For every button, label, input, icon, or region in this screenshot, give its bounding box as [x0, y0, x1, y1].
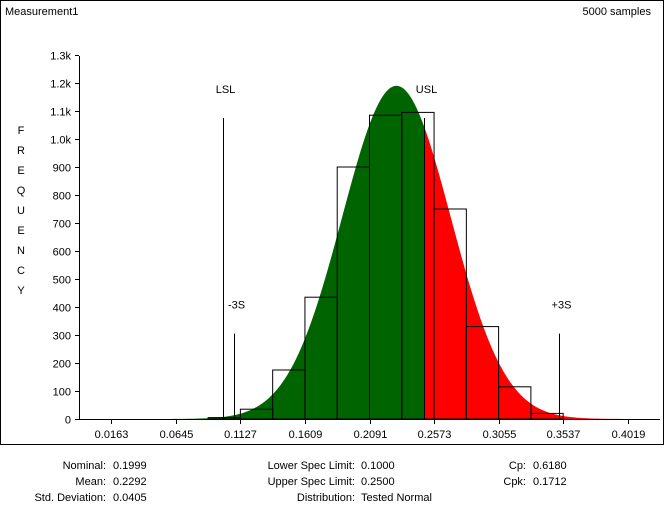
x-tick-label: 0.4019: [612, 429, 646, 441]
sample-count: 5000 samples: [583, 6, 652, 18]
distribution-value: Tested Normal: [361, 492, 432, 504]
usl-label: Upper Spec Limit:: [267, 476, 355, 488]
reference-line-label: LSL: [216, 84, 236, 96]
axes: 0 100 200 300 400 500 600 700 800 900 1.0k 1.1k 1.2k…: [50, 51, 660, 441]
y-tick-label: 400: [53, 303, 71, 315]
cpk-value: 0.1712: [533, 476, 567, 488]
curve-area-in-spec: [105, 85, 425, 420]
curve-area-out-of-spec: [424, 126, 655, 419]
statistics-panel: Nominal: 0.1999 Lower Spec Limit: 0.1000…: [0, 445, 664, 509]
reference-lines: LSL USL -3S +3S: [216, 84, 572, 419]
nominal-label: Nominal:: [62, 460, 106, 472]
lsl-label: Lower Spec Limit:: [267, 460, 355, 472]
y-tick-label: 600: [53, 247, 71, 259]
y-tick-label: 500: [53, 275, 71, 287]
nominal-value: 0.1999: [113, 460, 147, 472]
stats-row-1: Nominal: 0.1999 Lower Spec Limit: 0.1000…: [0, 459, 664, 473]
mean-value: 0.2292: [113, 476, 147, 488]
x-tick-label: 0.0645: [160, 429, 194, 441]
std-label: Std. Deviation:: [34, 492, 106, 504]
y-tick-label: 700: [53, 219, 71, 231]
x-tick-label: 0.2573: [418, 429, 452, 441]
y-tick-label: 1.2k: [50, 79, 71, 91]
x-tick-label: 0.1127: [224, 429, 257, 441]
y-axis-label-letter: Y: [17, 285, 25, 297]
y-axis-label-letter: E: [17, 225, 24, 237]
usl-value: 0.2500: [361, 476, 395, 488]
y-axis-label-letter: E: [17, 165, 24, 177]
normal-curve: [105, 85, 655, 420]
y-axis-label-letter: R: [17, 145, 25, 157]
reference-line-label: +3S: [552, 300, 572, 312]
y-tick-label: 1.1k: [50, 107, 71, 119]
x-tick-label: 0.1609: [289, 429, 323, 441]
y-tick-label: 100: [53, 387, 71, 399]
y-axis-label-letter: Q: [17, 185, 26, 197]
y-tick-label: 1.0k: [50, 135, 71, 147]
y-axis-label-letter: N: [17, 245, 25, 257]
y-axis-label-letter: U: [17, 205, 25, 217]
x-tick-label: 0.0163: [95, 429, 129, 441]
chart-title: Measurement1: [5, 6, 78, 18]
y-tick-label: 200: [53, 359, 71, 371]
y-tick-label: 1.3k: [50, 51, 71, 63]
x-tick-label: 0.3537: [547, 429, 581, 441]
lsl-value: 0.1000: [361, 460, 395, 472]
x-tick-label: 0.2091: [354, 429, 388, 441]
std-value: 0.0405: [113, 492, 147, 504]
cp-label: Cp:: [508, 460, 526, 472]
y-tick-label: 800: [53, 191, 71, 203]
y-axis-label-letter: F: [18, 125, 25, 137]
x-tick-label: 0.3055: [483, 429, 517, 441]
stats-row-3: Std. Deviation: 0.0405 Distribution: Tes…: [0, 491, 664, 505]
y-tick-label: 300: [53, 331, 71, 343]
reference-line-label: -3S: [228, 300, 245, 312]
y-tick-label: 900: [53, 163, 71, 175]
cpk-label: Cpk:: [503, 476, 526, 488]
y-tick-label: 0: [65, 415, 71, 427]
distribution-label: Distribution:: [296, 492, 355, 504]
stats-row-2: Mean: 0.2292 Upper Spec Limit: 0.2500 Cp…: [0, 475, 664, 489]
reference-line-label: USL: [416, 84, 437, 96]
y-axis-label-letter: C: [17, 265, 25, 277]
cp-value: 0.6180: [533, 460, 567, 472]
mean-label: Mean:: [75, 476, 106, 488]
